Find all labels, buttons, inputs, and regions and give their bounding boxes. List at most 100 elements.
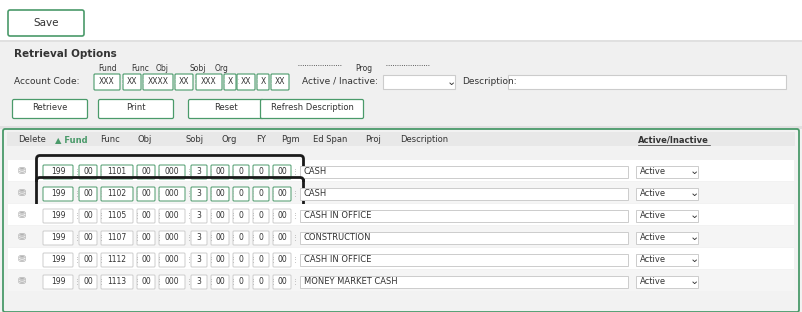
Text: ⋮: ⋮ <box>208 168 215 174</box>
Text: ⋮: ⋮ <box>270 256 277 262</box>
Text: ⋮: ⋮ <box>230 168 237 174</box>
Text: XXX: XXX <box>201 77 217 86</box>
Bar <box>0 42 802 126</box>
Text: ⋮: ⋮ <box>250 279 257 285</box>
Text: 00: 00 <box>83 233 93 242</box>
FancyBboxPatch shape <box>191 253 207 267</box>
Text: 199: 199 <box>51 255 65 264</box>
Text: ⛃: ⛃ <box>18 254 26 264</box>
FancyBboxPatch shape <box>271 74 289 90</box>
Text: :: : <box>256 77 259 86</box>
FancyBboxPatch shape <box>211 165 229 179</box>
Text: FY: FY <box>256 135 266 144</box>
Text: ⋮: ⋮ <box>156 168 163 174</box>
Text: ⋮: ⋮ <box>270 168 277 174</box>
FancyBboxPatch shape <box>224 74 236 90</box>
FancyBboxPatch shape <box>211 253 229 267</box>
FancyBboxPatch shape <box>79 253 97 267</box>
Text: 00: 00 <box>141 189 151 198</box>
Text: ⋮: ⋮ <box>230 256 237 262</box>
Text: 00: 00 <box>141 211 151 220</box>
Text: ⋮: ⋮ <box>156 256 163 262</box>
Text: 0: 0 <box>258 211 263 220</box>
Text: Active: Active <box>640 167 666 176</box>
Text: ⌄: ⌄ <box>690 276 699 286</box>
FancyBboxPatch shape <box>137 275 155 289</box>
Text: Active: Active <box>640 277 666 286</box>
Text: ⋮: ⋮ <box>292 212 299 218</box>
Text: ⋮: ⋮ <box>98 235 105 241</box>
Text: ⋮: ⋮ <box>230 191 237 197</box>
Text: ⋮: ⋮ <box>250 212 257 218</box>
FancyBboxPatch shape <box>211 275 229 289</box>
Text: Func: Func <box>131 64 149 73</box>
Text: ⋮: ⋮ <box>270 191 277 197</box>
Text: ⋮: ⋮ <box>98 256 105 262</box>
Text: 0: 0 <box>238 277 244 286</box>
Text: Account Code:: Account Code: <box>14 76 79 85</box>
FancyBboxPatch shape <box>196 74 222 90</box>
FancyBboxPatch shape <box>191 187 207 201</box>
Text: 000: 000 <box>164 233 180 242</box>
Text: 00: 00 <box>277 277 287 286</box>
FancyBboxPatch shape <box>137 231 155 245</box>
Text: 0: 0 <box>258 233 263 242</box>
Text: ⋮: ⋮ <box>250 256 257 262</box>
Text: MONEY MARKET CASH: MONEY MARKET CASH <box>304 277 398 286</box>
FancyBboxPatch shape <box>79 209 97 223</box>
Text: :: : <box>270 77 273 86</box>
FancyBboxPatch shape <box>137 165 155 179</box>
FancyBboxPatch shape <box>273 253 291 267</box>
Text: 00: 00 <box>83 167 93 176</box>
Text: ⋮: ⋮ <box>250 191 257 197</box>
Text: ⋮: ⋮ <box>270 279 277 285</box>
Text: ⋮: ⋮ <box>134 212 141 218</box>
FancyBboxPatch shape <box>159 231 185 245</box>
FancyBboxPatch shape <box>99 100 173 119</box>
FancyBboxPatch shape <box>79 275 97 289</box>
Text: :: : <box>142 77 144 86</box>
Text: ⛃: ⛃ <box>18 188 26 198</box>
FancyBboxPatch shape <box>159 165 185 179</box>
Text: Obj: Obj <box>138 135 152 144</box>
Text: ⌄: ⌄ <box>690 232 699 242</box>
FancyBboxPatch shape <box>253 209 269 223</box>
Text: ⋮: ⋮ <box>74 168 81 174</box>
Text: ⋮: ⋮ <box>74 235 81 241</box>
FancyBboxPatch shape <box>257 74 269 90</box>
Text: 00: 00 <box>83 189 93 198</box>
Text: ⋮: ⋮ <box>250 235 257 241</box>
Text: Retrieval Options: Retrieval Options <box>14 49 117 59</box>
Text: ⌄: ⌄ <box>690 167 699 177</box>
Text: ▲ Fund: ▲ Fund <box>55 135 87 144</box>
FancyBboxPatch shape <box>636 276 698 288</box>
FancyBboxPatch shape <box>636 166 698 178</box>
FancyBboxPatch shape <box>79 231 97 245</box>
FancyBboxPatch shape <box>211 187 229 201</box>
Text: ⛃: ⛃ <box>18 210 26 220</box>
Text: 0: 0 <box>238 167 244 176</box>
Text: ⋮: ⋮ <box>134 235 141 241</box>
Text: ⌄: ⌄ <box>447 77 456 87</box>
FancyBboxPatch shape <box>191 231 207 245</box>
Text: Func: Func <box>100 135 119 144</box>
FancyBboxPatch shape <box>273 275 291 289</box>
Text: 00: 00 <box>215 255 225 264</box>
FancyBboxPatch shape <box>43 253 73 267</box>
Text: ⋮: ⋮ <box>134 279 141 285</box>
Text: ⋮: ⋮ <box>270 212 277 218</box>
FancyBboxPatch shape <box>253 275 269 289</box>
Text: 1102: 1102 <box>107 189 127 198</box>
Text: ⋮: ⋮ <box>250 168 257 174</box>
Text: 1107: 1107 <box>107 233 127 242</box>
Text: ⋮: ⋮ <box>134 168 141 174</box>
Bar <box>0 129 802 312</box>
FancyBboxPatch shape <box>123 74 141 90</box>
Text: Active / Inactive:: Active / Inactive: <box>302 76 378 85</box>
FancyBboxPatch shape <box>273 209 291 223</box>
Text: 00: 00 <box>277 167 287 176</box>
Text: CASH IN OFFICE: CASH IN OFFICE <box>304 211 371 220</box>
Text: Sobj: Sobj <box>190 64 206 73</box>
FancyBboxPatch shape <box>13 100 87 119</box>
FancyBboxPatch shape <box>253 165 269 179</box>
